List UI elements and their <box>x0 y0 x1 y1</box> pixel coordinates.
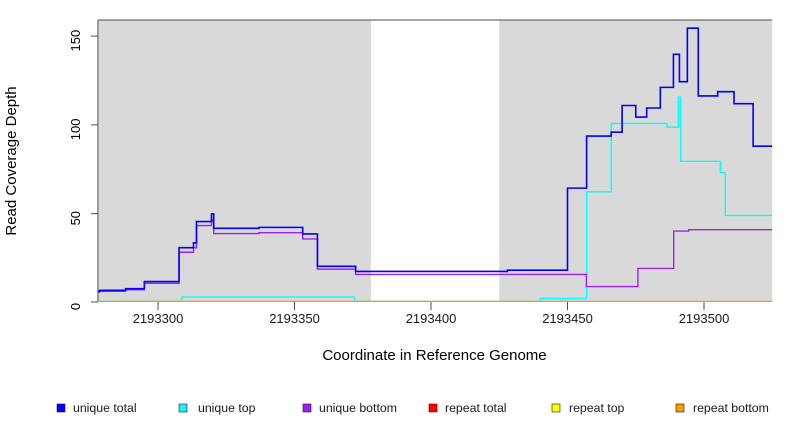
svg-text:unique total: unique total <box>73 401 137 415</box>
svg-text:0: 0 <box>68 303 83 310</box>
svg-text:100: 100 <box>68 119 83 141</box>
svg-text:2193400: 2193400 <box>406 311 457 326</box>
svg-text:50: 50 <box>68 211 83 225</box>
svg-text:repeat total: repeat total <box>445 401 507 415</box>
svg-text:2193500: 2193500 <box>679 311 730 326</box>
svg-text:2193300: 2193300 <box>133 311 184 326</box>
svg-text:2193350: 2193350 <box>269 311 320 326</box>
svg-text:repeat bottom: repeat bottom <box>693 401 769 415</box>
svg-text:repeat top: repeat top <box>569 401 625 415</box>
svg-text:unique top: unique top <box>198 401 256 415</box>
svg-text:unique bottom: unique bottom <box>319 401 397 415</box>
svg-text:2193450: 2193450 <box>542 311 593 326</box>
svg-text:Coordinate in Reference Genome: Coordinate in Reference Genome <box>322 347 546 364</box>
svg-text:150: 150 <box>68 30 83 52</box>
svg-text:Read Coverage Depth: Read Coverage Depth <box>3 86 20 235</box>
